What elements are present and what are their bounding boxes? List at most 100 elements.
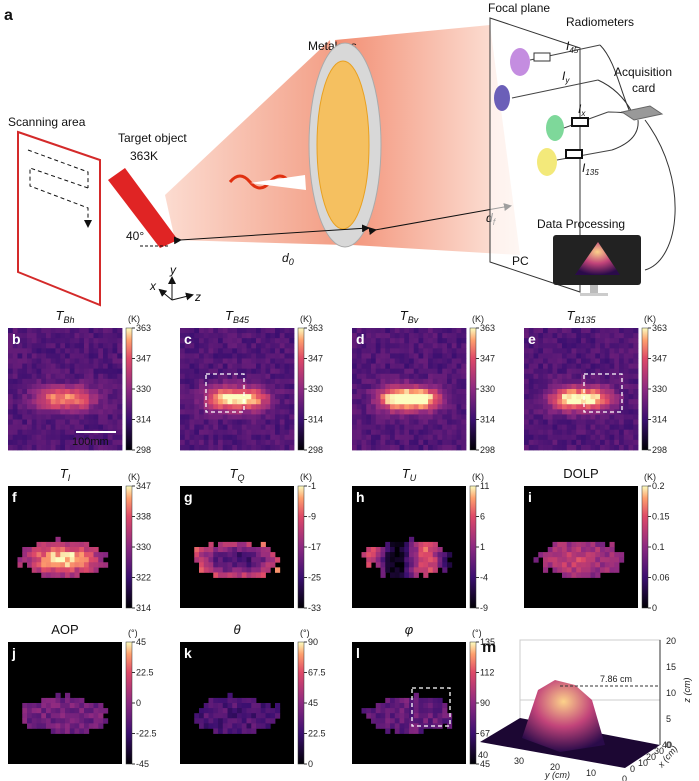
heatmap-cell	[213, 338, 219, 344]
heatmap-cell	[237, 708, 243, 714]
heatmap-cell	[581, 333, 587, 339]
heatmap-cell	[524, 394, 530, 400]
heatmap-cell	[189, 429, 195, 436]
heatmap-cell	[237, 343, 243, 349]
heatmap-cell	[194, 419, 200, 425]
heatmap-cell	[50, 434, 56, 441]
heatmap-cell	[270, 708, 276, 714]
heatmap-cell	[232, 363, 238, 370]
heatmap-cell	[442, 419, 448, 425]
heatmap-cell	[375, 389, 381, 395]
heatmap-cell	[385, 697, 391, 704]
heatmap-cell	[461, 394, 467, 400]
heatmap-cell	[566, 562, 572, 568]
heatmap-cell	[222, 328, 228, 334]
heatmap-cell	[79, 414, 85, 420]
heatmap-cell	[366, 552, 372, 558]
heatmap-cell	[79, 697, 85, 704]
label: Data Processing	[537, 217, 625, 231]
heatmap-cell	[74, 383, 80, 390]
heatmap-cell	[65, 343, 71, 349]
heatmap-cell	[246, 552, 252, 558]
heatmap-cell	[227, 363, 233, 370]
heatmap-cell	[604, 439, 610, 446]
heatmap-cell	[352, 353, 358, 359]
heatmap-cell	[371, 718, 377, 724]
heatmap-cell	[394, 541, 400, 548]
heatmap-cell	[60, 368, 66, 375]
heatmap-cell	[69, 572, 75, 578]
heatmap-cell	[590, 338, 596, 344]
heatmap-cell	[50, 368, 56, 375]
heatmap-cell	[432, 434, 438, 441]
heatmap-cell	[65, 444, 71, 451]
heatmap-cell	[609, 404, 615, 410]
heatmap-cell	[65, 728, 71, 734]
heatmap-cell	[566, 404, 572, 410]
heatmap-cell	[600, 394, 606, 400]
heatmap-cell	[60, 383, 66, 390]
heatmap-cell	[609, 389, 615, 395]
heatmap-cell	[366, 557, 372, 563]
heatmap-cell	[107, 394, 113, 400]
heatmap-cell	[394, 723, 400, 729]
heatmap-cell	[46, 419, 52, 425]
heatmap-cell	[628, 348, 634, 354]
heatmap-cell	[533, 338, 539, 344]
heatmap-cell	[246, 343, 252, 349]
heatmap-cell	[251, 333, 257, 339]
heatmap-cell	[375, 414, 381, 420]
heatmap-cell	[604, 368, 610, 375]
heatmap-cell	[79, 547, 85, 553]
heatmap-cell	[112, 358, 118, 364]
heatmap-cell	[232, 338, 238, 344]
heatmap-cell	[423, 562, 429, 568]
heatmap-cell	[604, 353, 610, 359]
colorbar-tick-label: -45	[136, 759, 149, 769]
heatmap-cell	[88, 338, 94, 344]
colorbar-tick-label: 322	[136, 573, 151, 583]
heatmap-cell	[222, 378, 228, 385]
heatmap-cell	[112, 424, 118, 431]
colorbar-unit: (K)	[128, 472, 140, 482]
heatmap-cell	[576, 419, 582, 425]
heatmap-cell	[428, 394, 434, 400]
heatmap-cell	[432, 404, 438, 410]
heatmap-cell	[227, 348, 233, 354]
heatmap-cell	[432, 389, 438, 395]
heatmap-cell	[404, 718, 410, 724]
intensity-label: Iy	[562, 69, 570, 85]
heatmap-cell	[562, 439, 568, 446]
heatmap-cell	[451, 444, 457, 451]
heatmap-cell	[361, 414, 367, 420]
heatmap-cell	[270, 389, 276, 395]
heatmap-cell	[456, 434, 462, 441]
heatmap-cell	[246, 363, 252, 370]
heatmap-cell	[74, 333, 80, 339]
heatmap-cell	[88, 439, 94, 446]
heatmap-cell	[633, 368, 639, 375]
heatmap-cell	[576, 363, 582, 370]
label-sub: x	[580, 109, 586, 118]
heatmap-cell	[451, 394, 457, 400]
heatmap-cell	[246, 404, 252, 410]
heatmap-cell	[423, 708, 429, 714]
heatmap-cell	[437, 713, 443, 719]
colorbar-tick-label: 298	[480, 445, 495, 455]
heatmap-cell	[79, 343, 85, 349]
heatmap-cell	[628, 409, 634, 415]
heatmap-cell	[203, 338, 209, 344]
heatmap-cell	[275, 338, 281, 344]
heatmap-cell	[50, 439, 56, 446]
heatmap-cell	[423, 429, 429, 436]
heatmap-cell	[375, 358, 381, 364]
heatmap-cell	[31, 333, 37, 339]
heatmap-cell	[36, 439, 42, 446]
heatmap-cell	[265, 409, 271, 415]
heatmap-cell	[189, 399, 195, 405]
heatmap-cell	[98, 358, 104, 364]
heatmap-cell	[451, 424, 457, 431]
heatmap-cell	[366, 373, 372, 380]
heatmap-cell	[600, 409, 606, 415]
heatmap-cell	[55, 434, 61, 441]
